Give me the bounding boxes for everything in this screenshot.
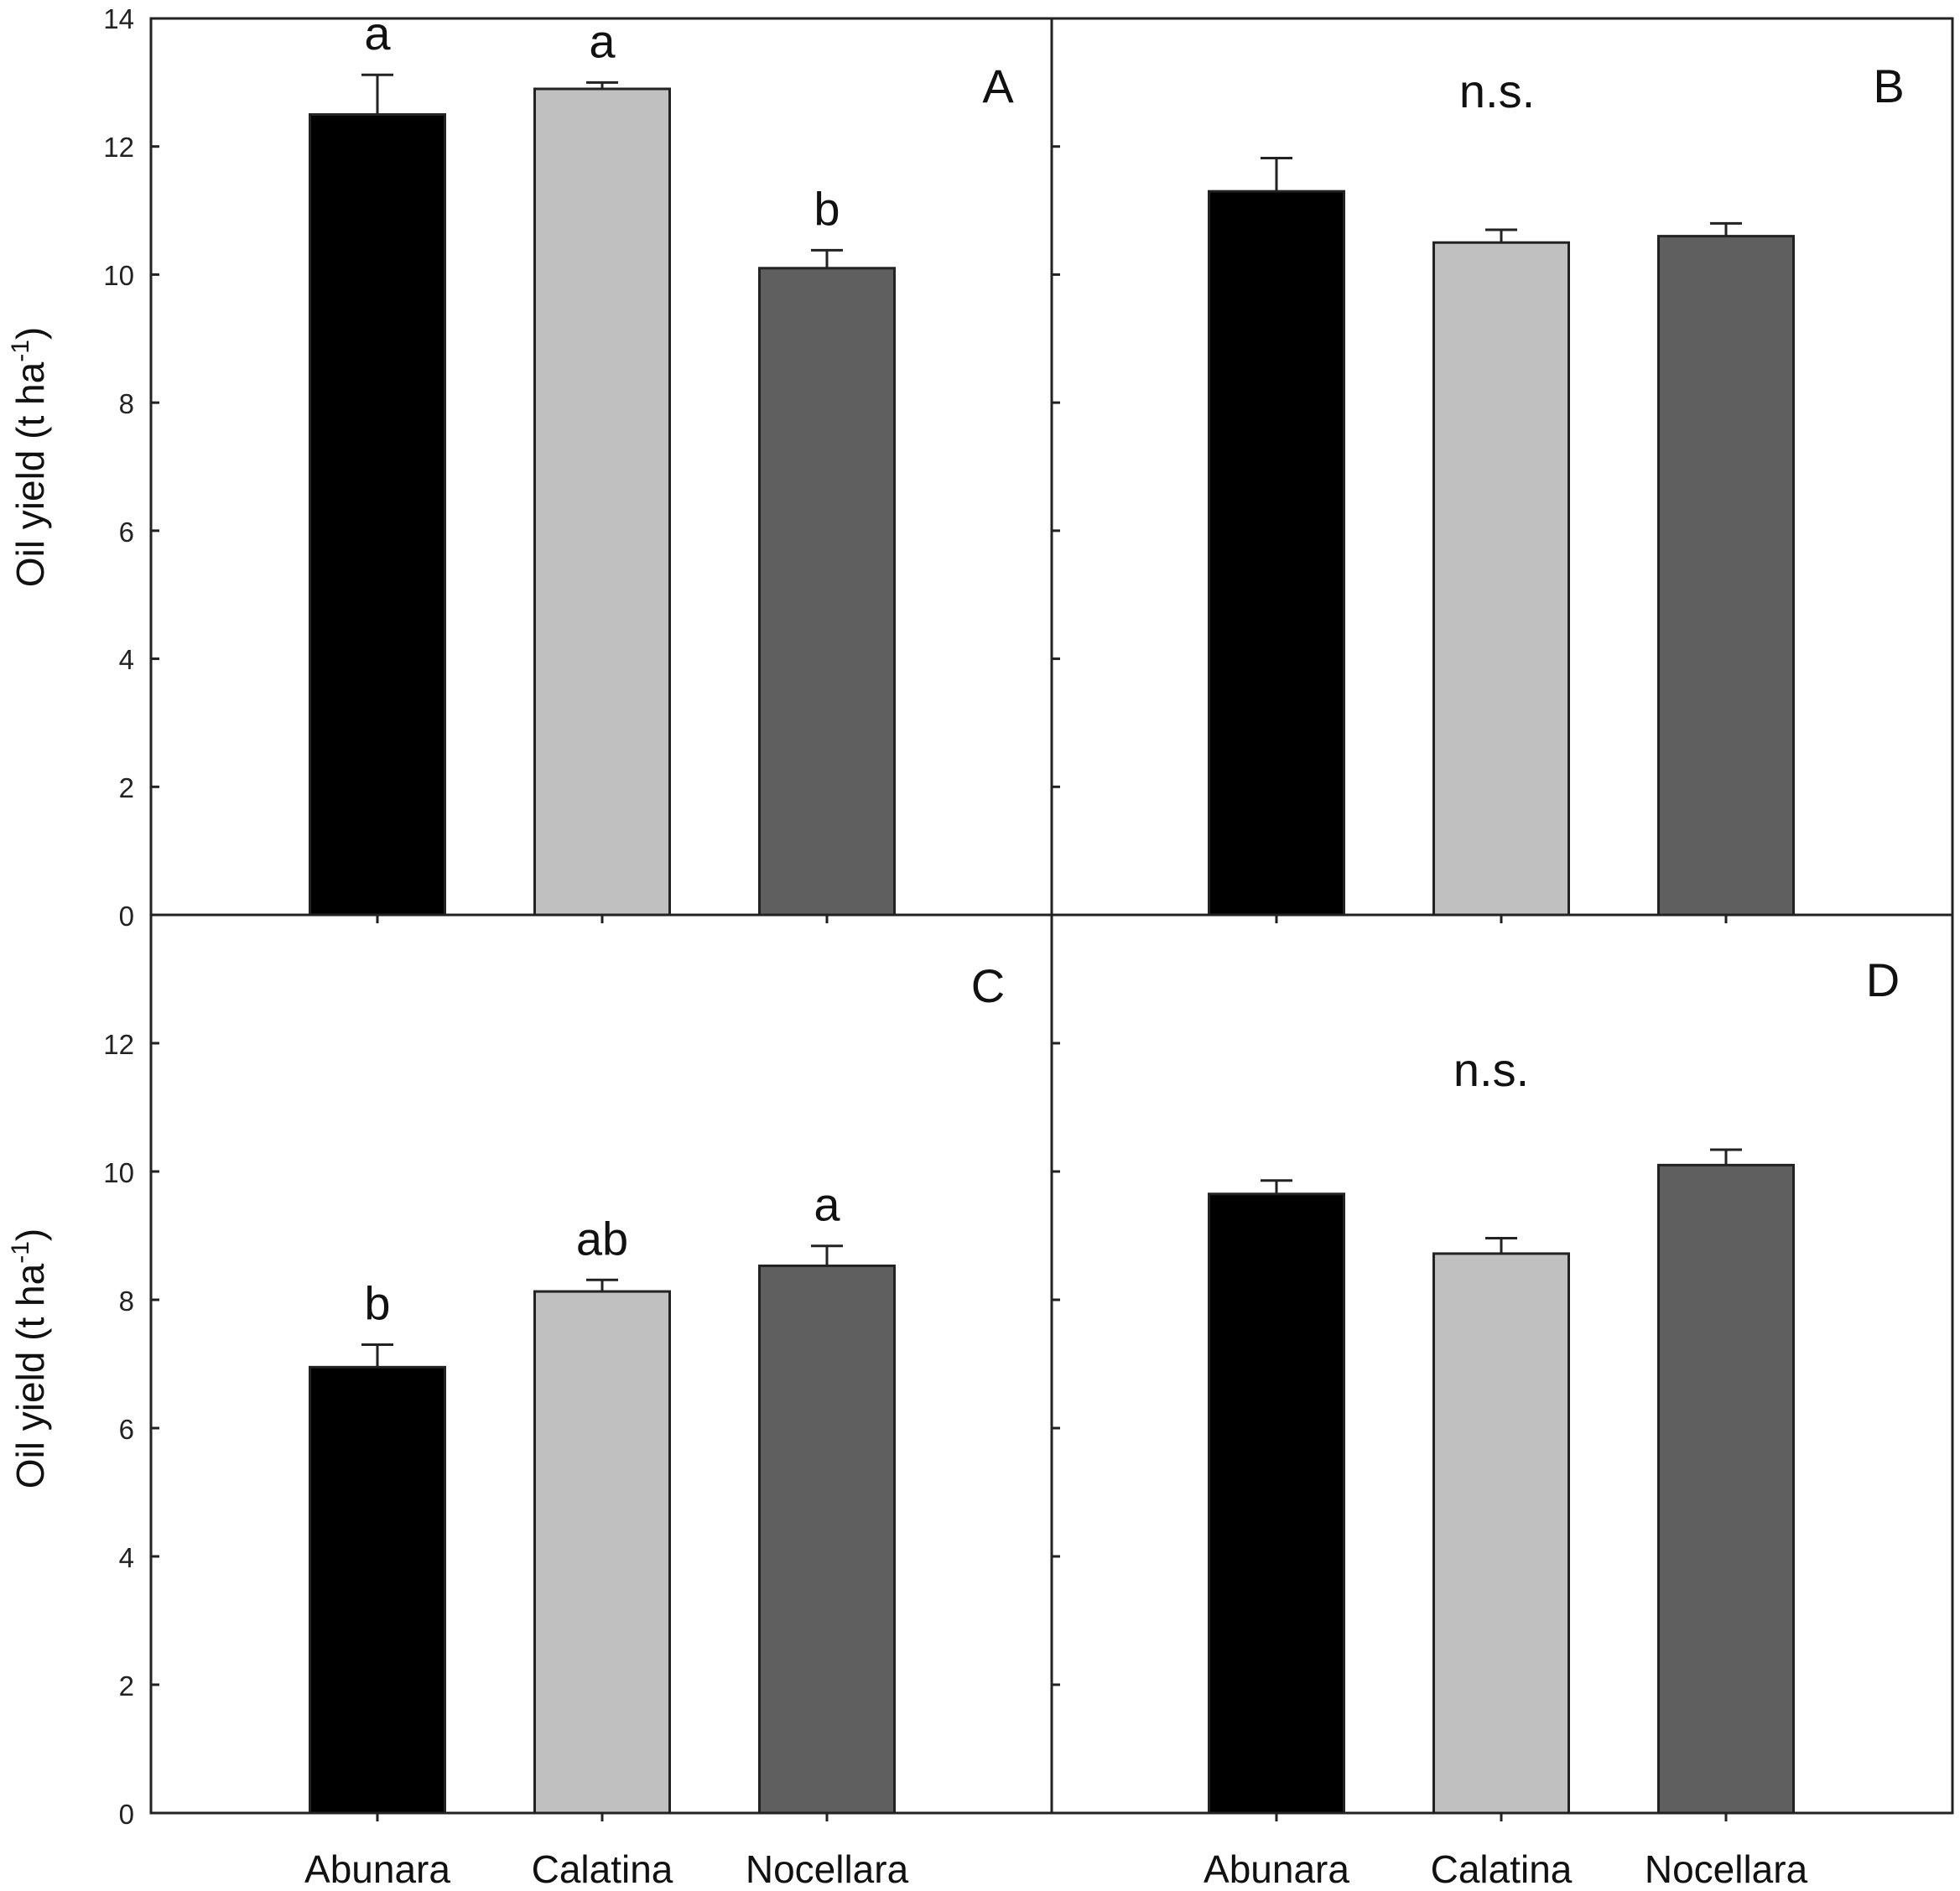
bar-abunara bbox=[1208, 1192, 1345, 1815]
x-tick-label: Abunara bbox=[304, 1847, 450, 1891]
panel-d: Dn.s. bbox=[1208, 953, 1900, 1815]
y-tick-label: 2 bbox=[119, 772, 134, 803]
x-tick-label: Abunara bbox=[1204, 1847, 1349, 1891]
bar-nocellara bbox=[758, 1264, 896, 1815]
y-axis-title-sup: -1 bbox=[7, 1241, 34, 1264]
bar-calatina bbox=[533, 1290, 671, 1815]
y-axis-title-main: Oil yield (t ha bbox=[8, 1263, 52, 1488]
y-tick-label: 2 bbox=[119, 1670, 134, 1701]
panel-b: Bn.s. bbox=[1208, 60, 1905, 917]
significance-label: b bbox=[814, 182, 840, 235]
y-tick-label: 0 bbox=[119, 1799, 134, 1830]
bar-nocellara bbox=[1657, 235, 1795, 917]
bar-abunara bbox=[309, 1365, 446, 1815]
y-axis-title-bottom: Oil yield (t ha-1) bbox=[7, 1229, 52, 1488]
y-axis-title-sup: -1 bbox=[7, 340, 34, 362]
x-tick-label: Calatina bbox=[1431, 1847, 1573, 1891]
y-tick-label: 8 bbox=[119, 388, 134, 419]
bar-calatina bbox=[533, 87, 671, 917]
bar-abunara bbox=[309, 113, 446, 917]
y-axis-title-main: Oil yield (t ha bbox=[8, 361, 52, 587]
y-tick-label: 0 bbox=[119, 901, 134, 932]
significance-label: a bbox=[364, 7, 391, 60]
significance-label: ab bbox=[576, 1212, 628, 1265]
panel-letter: D bbox=[1866, 953, 1900, 1006]
y-tick-label: 10 bbox=[103, 1157, 134, 1188]
bar-calatina bbox=[1432, 1252, 1570, 1815]
y-tick-label: 4 bbox=[119, 644, 134, 675]
bar-calatina bbox=[1432, 241, 1570, 917]
panel-letter: B bbox=[1873, 60, 1904, 112]
significance-label: b bbox=[364, 1277, 390, 1330]
y-tick-label: 6 bbox=[119, 1414, 134, 1445]
y-axis-title-close: ) bbox=[8, 327, 52, 340]
bar-abunara bbox=[1208, 190, 1345, 917]
tick-marks bbox=[151, 17, 1728, 1821]
y-tick-label: 6 bbox=[119, 517, 134, 548]
panel-c: b ab a C bbox=[309, 959, 1005, 1815]
bar-nocellara bbox=[758, 267, 896, 917]
panel-a: a a b A bbox=[309, 7, 1014, 917]
y-tick-label: 14 bbox=[103, 3, 134, 34]
y-tick-label: 8 bbox=[119, 1286, 134, 1317]
y-tick-label: 12 bbox=[103, 132, 134, 163]
y-ticks-top: 0 2 4 6 8 10 12 14 bbox=[103, 3, 134, 932]
x-tick-label: Nocellara bbox=[746, 1847, 909, 1891]
x-labels-right: Abunara Calatina Nocellara bbox=[1204, 1847, 1808, 1891]
y-tick-label: 10 bbox=[103, 260, 134, 291]
bar-nocellara bbox=[1657, 1163, 1795, 1815]
panel-letter: C bbox=[971, 959, 1005, 1012]
y-axis-title-close: ) bbox=[8, 1229, 52, 1241]
y-ticks-bottom: 0 2 4 6 8 10 12 bbox=[103, 1029, 134, 1830]
not-significant-label: n.s. bbox=[1459, 65, 1535, 117]
y-tick-label: 12 bbox=[103, 1029, 134, 1060]
y-axis-title-top: Oil yield (t ha-1) bbox=[7, 327, 52, 587]
x-labels-left: Abunara Calatina Nocellara bbox=[304, 1847, 909, 1891]
x-tick-label: Calatina bbox=[532, 1847, 673, 1891]
significance-label: a bbox=[814, 1178, 840, 1231]
significance-label: a bbox=[589, 14, 616, 67]
x-tick-label: Nocellara bbox=[1645, 1847, 1808, 1891]
not-significant-label: n.s. bbox=[1453, 1043, 1529, 1096]
y-tick-label: 4 bbox=[119, 1542, 134, 1573]
panel-letter: A bbox=[982, 60, 1014, 112]
